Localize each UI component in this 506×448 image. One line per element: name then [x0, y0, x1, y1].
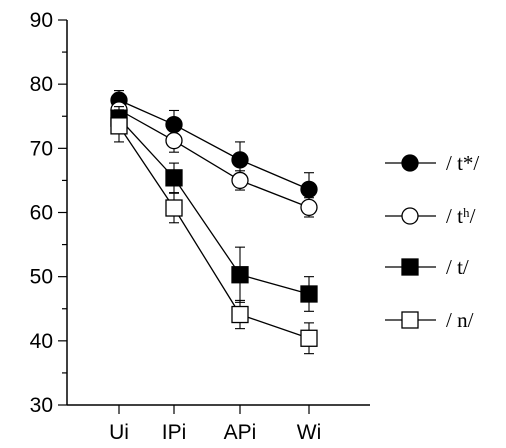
data-point — [165, 169, 183, 187]
legend-label: / n/ — [446, 308, 474, 332]
plot-area — [110, 90, 318, 355]
legend-marker — [401, 258, 419, 276]
series-t-h — [110, 99, 318, 218]
y-tick-label: 50 — [30, 266, 53, 289]
data-point — [231, 305, 249, 324]
legend-item: / tʰ/ — [385, 204, 476, 228]
series-line — [118, 99, 310, 190]
y-tick-label: 30 — [30, 394, 53, 417]
legend-marker — [401, 311, 419, 329]
y-tick-label: 60 — [30, 202, 53, 225]
data-point — [300, 180, 318, 199]
legend-item: / t*/ — [385, 151, 479, 175]
data-point — [165, 199, 183, 217]
data-point — [300, 198, 318, 217]
legend-marker — [401, 207, 419, 225]
series-t — [110, 106, 318, 312]
data-point — [231, 151, 249, 169]
legend-item: / t/ — [385, 255, 469, 279]
y-tick-label: 80 — [30, 73, 53, 96]
legend: / t*/ / tʰ/ / t/ / n/ — [385, 151, 479, 332]
y-tick-label: 40 — [30, 330, 53, 353]
legend-label: / tʰ/ — [446, 204, 476, 228]
series-line — [118, 117, 310, 295]
series-line — [118, 125, 310, 339]
legend-label: / t/ — [446, 255, 469, 279]
x-tick-label: IPi — [162, 421, 187, 444]
data-point — [231, 171, 249, 190]
series-n — [110, 109, 318, 355]
legend-marker — [401, 154, 419, 172]
y-tick-label: 90 — [30, 9, 53, 32]
data-point — [110, 117, 128, 135]
x-tick-label: APi — [224, 421, 257, 444]
data-point — [300, 329, 318, 347]
data-point — [231, 266, 249, 284]
data-point — [300, 285, 318, 303]
x-tick-label: Wi — [297, 421, 322, 444]
legend-label: / t*/ — [446, 151, 479, 175]
legend-item: / n/ — [385, 308, 474, 332]
series-line — [118, 109, 310, 208]
series-t-star — [110, 90, 318, 207]
data-point — [165, 131, 183, 150]
axes: 30 40 50 60 70 80 90 Ui IPi APi Wi — [30, 9, 370, 444]
y-tick-label: 70 — [30, 137, 53, 160]
x-tick-label: Ui — [109, 421, 129, 444]
